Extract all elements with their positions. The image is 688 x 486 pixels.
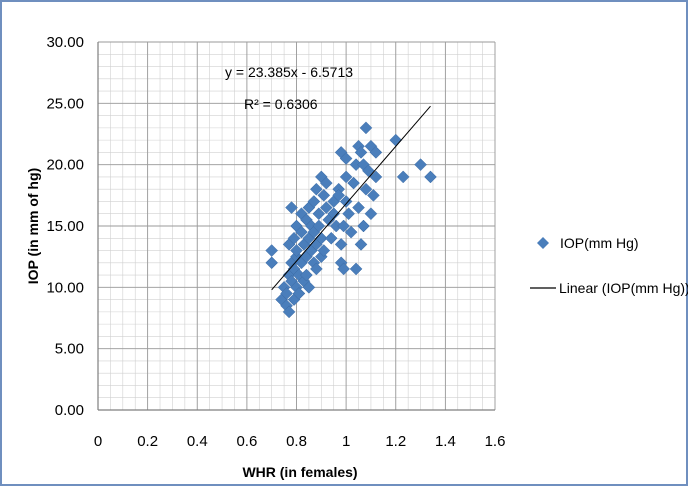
data-point — [285, 201, 298, 214]
x-tick-label: 0.4 — [187, 433, 208, 450]
data-point — [312, 219, 326, 233]
data-point — [332, 188, 346, 202]
y-tick-label: 5.00 — [55, 341, 84, 358]
data-point — [319, 176, 333, 190]
data-point — [327, 207, 341, 221]
y-tick-labels: 0.00 5.00 10.00 15.00 20.00 25.00 30.00 — [46, 34, 84, 419]
y-tick-label: 20.00 — [46, 157, 84, 174]
data-point — [309, 262, 323, 276]
data-point — [424, 170, 437, 184]
y-axis-title: IOP (in mm of hg) — [25, 168, 41, 284]
x-tick-label: 1.2 — [385, 433, 406, 450]
data-point — [354, 238, 368, 251]
trendline-line — [271, 105, 431, 291]
data-point — [307, 195, 321, 208]
legend: IOP(mm Hg) Linear (IOP(mm Hg)) — [530, 235, 688, 296]
data-point — [265, 256, 279, 270]
data-point — [290, 244, 303, 257]
data-point — [342, 207, 355, 221]
axes — [97, 42, 495, 411]
data-point — [339, 152, 353, 165]
y-tick-label: 10.00 — [46, 279, 84, 296]
data-point — [287, 231, 301, 245]
data-point — [334, 238, 348, 251]
data-point — [344, 225, 358, 239]
data-point — [389, 133, 403, 147]
x-tick-label: 0.8 — [286, 433, 307, 450]
x-tick-label: 0.2 — [137, 433, 158, 450]
data-point — [352, 201, 365, 214]
data-points — [265, 121, 437, 319]
data-point — [337, 262, 350, 276]
y-tick-label: 30.00 — [46, 34, 84, 51]
data-point — [302, 280, 316, 294]
x-axis-title: WHR (in females) — [242, 464, 357, 480]
data-point — [300, 268, 313, 282]
y-tick-label: 15.00 — [46, 218, 84, 235]
x-tick-label: 1.6 — [485, 433, 506, 450]
data-point — [309, 182, 323, 196]
data-point — [319, 201, 333, 214]
data-point — [317, 244, 331, 257]
data-point — [292, 287, 306, 300]
data-point — [324, 231, 338, 245]
data-point — [359, 121, 373, 135]
x-tick-labels: 0 0.2 0.4 0.6 0.8 1 1.2 1.4 1.6 — [94, 433, 506, 450]
y-tick-label: 25.00 — [46, 95, 84, 112]
trendline — [271, 105, 431, 291]
trendline-equation: y = 23.385x - 6.5713 — [225, 64, 353, 80]
data-point — [364, 207, 378, 221]
data-point — [265, 244, 279, 257]
data-point — [337, 219, 350, 233]
data-point — [396, 170, 410, 184]
r-squared-label: R² = 0.6306 — [244, 96, 318, 112]
data-point — [367, 188, 380, 202]
data-point — [282, 305, 296, 319]
data-point — [295, 225, 308, 239]
legend-marker-diamond-icon — [537, 237, 549, 249]
data-point — [369, 146, 383, 159]
legend-label-trendline: Linear (IOP(mm Hg)) — [559, 280, 688, 296]
data-point — [369, 170, 383, 184]
x-tick-label: 0 — [94, 433, 102, 450]
x-tick-label: 1.4 — [435, 433, 456, 450]
legend-label-points: IOP(mm Hg) — [560, 235, 639, 251]
data-point — [359, 182, 373, 196]
x-tick-label: 0.6 — [236, 433, 257, 450]
data-point — [317, 188, 331, 202]
x-tick-label: 1 — [342, 433, 350, 450]
data-point — [414, 158, 427, 172]
y-tick-label: 0.00 — [55, 402, 84, 419]
major-gridlines — [97, 41, 496, 411]
data-point — [347, 176, 360, 190]
data-point — [339, 170, 353, 184]
data-point — [354, 146, 368, 159]
data-point — [357, 219, 370, 233]
data-point — [349, 262, 363, 276]
